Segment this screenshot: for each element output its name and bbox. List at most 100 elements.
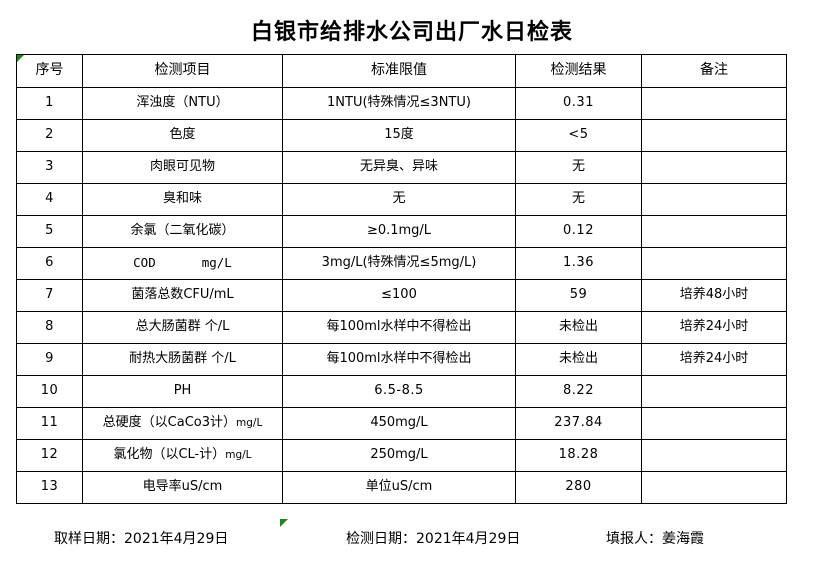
cell-item-prefix: 氯化物（以CL-计） — [113, 447, 226, 463]
cell-no[interactable]: 13 — [16, 471, 83, 504]
cell-item[interactable]: 总大肠菌群 个/L — [82, 311, 283, 344]
cell-note[interactable] — [641, 215, 787, 248]
table-row: 4 臭和味 无 无 — [16, 183, 787, 216]
cell-no[interactable]: 8 — [16, 311, 83, 344]
cell-item-prefix: COD — [133, 254, 156, 270]
cell-result[interactable]: 18.28 — [515, 439, 642, 472]
column-header-no[interactable]: 序号 — [16, 54, 83, 88]
cell-result[interactable]: 1.36 — [515, 247, 642, 280]
cell-standard[interactable]: 6.5-8.5 — [282, 375, 516, 408]
cell-note[interactable]: 培养24小时 — [641, 311, 787, 344]
sampling-date-label[interactable]: 取样日期：2021年4月29日 — [54, 531, 229, 547]
cell-result[interactable]: 59 — [515, 279, 642, 312]
cell-result[interactable]: 237.84 — [515, 407, 642, 440]
cell-standard[interactable]: 450mg/L — [282, 407, 516, 440]
cell-no[interactable]: 1 — [16, 87, 83, 120]
cell-item[interactable]: 余氯（二氧化碳） — [82, 215, 283, 248]
table-row: 9 耐热大肠菌群 个/L 每100ml水样中不得检出 未检出 培养24小时 — [16, 343, 787, 376]
cell-result[interactable]: 未检出 — [515, 311, 642, 344]
column-header-standard[interactable]: 标准限值 — [282, 54, 516, 88]
table-row: 5 余氯（二氧化碳） ≥0.1mg/L 0.12 — [16, 215, 787, 248]
cell-note[interactable] — [641, 183, 787, 216]
table-row: 2 色度 15度 <5 — [16, 119, 787, 152]
cell-no[interactable]: 10 — [16, 375, 83, 408]
cell-no[interactable]: 4 — [16, 183, 83, 216]
cell-no[interactable]: 2 — [16, 119, 83, 152]
cell-standard[interactable]: ≥0.1mg/L — [282, 215, 516, 248]
reporter-label[interactable]: 填报人：姜海霞 — [606, 531, 704, 547]
cell-item-prefix: 总硬度（以CaCo3计） — [102, 415, 237, 431]
cell-item[interactable]: PH — [82, 375, 283, 408]
cell-note[interactable] — [641, 439, 787, 472]
table-row: 10 PH 6.5-8.5 8.22 — [16, 375, 787, 408]
cell-standard[interactable]: 250mg/L — [282, 439, 516, 472]
cell-error-flag-icon — [280, 519, 288, 527]
cell-result[interactable]: 未检出 — [515, 343, 642, 376]
column-header-item[interactable]: 检测项目 — [82, 54, 283, 88]
cell-result[interactable]: <5 — [515, 119, 642, 152]
cell-note[interactable]: 培养48小时 — [641, 279, 787, 312]
cell-item-unit: mg/L — [236, 417, 263, 430]
cell-note[interactable] — [641, 471, 787, 504]
cell-standard[interactable]: 15度 — [282, 119, 516, 152]
cell-no[interactable]: 12 — [16, 439, 83, 472]
cell-no[interactable]: 9 — [16, 343, 83, 376]
inspection-table-container: 序号 检测项目 标准限值 检测结果 备注 1 浑浊度（NTU） 1NTU(特殊情… — [16, 54, 787, 504]
cell-item[interactable]: 耐热大肠菌群 个/L — [82, 343, 283, 376]
table-row: 3 肉眼可见物 无异臭、异味 无 — [16, 151, 787, 184]
cell-item[interactable]: 电导率uS/cm — [82, 471, 283, 504]
footer: 取样日期：2021年4月29日 检测日期：2021年4月29日 填报人：姜海霞 — [16, 528, 806, 556]
cell-standard[interactable]: 每100ml水样中不得检出 — [282, 343, 516, 376]
cell-standard[interactable]: 每100ml水样中不得检出 — [282, 311, 516, 344]
cell-item[interactable]: 浑浊度（NTU） — [82, 87, 283, 120]
table-row: 6 COD mg/L 3mg/L(特殊情况≤5mg/L) 1.36 — [16, 247, 787, 280]
page-title: 白银市给排水公司出厂水日检表 — [250, 20, 573, 45]
cell-no[interactable]: 6 — [16, 247, 83, 280]
cell-note[interactable]: 培养24小时 — [641, 343, 787, 376]
cell-standard[interactable]: ≤100 — [282, 279, 516, 312]
cell-result[interactable]: 无 — [515, 183, 642, 216]
cell-note[interactable] — [641, 151, 787, 184]
testing-date-label[interactable]: 检测日期：2021年4月29日 — [346, 531, 521, 547]
table-row: 8 总大肠菌群 个/L 每100ml水样中不得检出 未检出 培养24小时 — [16, 311, 787, 344]
cell-note[interactable] — [641, 247, 787, 280]
table-row: 13 电导率uS/cm 单位uS/cm 280 — [16, 471, 787, 504]
cell-note[interactable] — [641, 407, 787, 440]
cell-item[interactable]: 总硬度（以CaCo3计）mg/L — [82, 407, 283, 440]
cell-no[interactable]: 5 — [16, 215, 83, 248]
cell-error-flag-icon — [17, 55, 24, 62]
table-row: 1 浑浊度（NTU） 1NTU(特殊情况≤3NTU) 0.31 — [16, 87, 787, 120]
cell-no[interactable]: 7 — [16, 279, 83, 312]
cell-standard[interactable]: 无异臭、异味 — [282, 151, 516, 184]
table-row: 11 总硬度（以CaCo3计）mg/L 450mg/L 237.84 — [16, 407, 787, 440]
cell-item[interactable]: 氯化物（以CL-计）mg/L — [82, 439, 283, 472]
cell-item[interactable]: 菌落总数CFU/mL — [82, 279, 283, 312]
cell-standard[interactable]: 1NTU(特殊情况≤3NTU) — [282, 87, 516, 120]
cell-item[interactable]: 色度 — [82, 119, 283, 152]
cell-result[interactable]: 0.31 — [515, 87, 642, 120]
cell-result[interactable]: 8.22 — [515, 375, 642, 408]
cell-item[interactable]: COD mg/L — [82, 247, 283, 280]
cell-standard[interactable]: 单位uS/cm — [282, 471, 516, 504]
column-header-result[interactable]: 检测结果 — [515, 54, 642, 88]
table-header-row: 序号 检测项目 标准限值 检测结果 备注 — [16, 54, 787, 88]
table-row: 7 菌落总数CFU/mL ≤100 59 培养48小时 — [16, 279, 787, 312]
cell-result[interactable]: 280 — [515, 471, 642, 504]
cell-item[interactable]: 臭和味 — [82, 183, 283, 216]
cell-note[interactable] — [641, 87, 787, 120]
cell-note[interactable] — [641, 119, 787, 152]
cell-note[interactable] — [641, 375, 787, 408]
cell-no[interactable]: 3 — [16, 151, 83, 184]
cell-no[interactable]: 11 — [16, 407, 83, 440]
cell-standard[interactable]: 3mg/L(特殊情况≤5mg/L) — [282, 247, 516, 280]
column-header-note[interactable]: 备注 — [641, 54, 787, 88]
cell-item-unit: mg/L — [201, 254, 232, 270]
cell-item[interactable]: 肉眼可见物 — [82, 151, 283, 184]
cell-item-unit: mg/L — [225, 449, 252, 462]
inspection-table: 序号 检测项目 标准限值 检测结果 备注 1 浑浊度（NTU） 1NTU(特殊情… — [16, 54, 787, 504]
cell-result[interactable]: 0.12 — [515, 215, 642, 248]
cell-standard[interactable]: 无 — [282, 183, 516, 216]
cell-result[interactable]: 无 — [515, 151, 642, 184]
table-row: 12 氯化物（以CL-计）mg/L 250mg/L 18.28 — [16, 439, 787, 472]
